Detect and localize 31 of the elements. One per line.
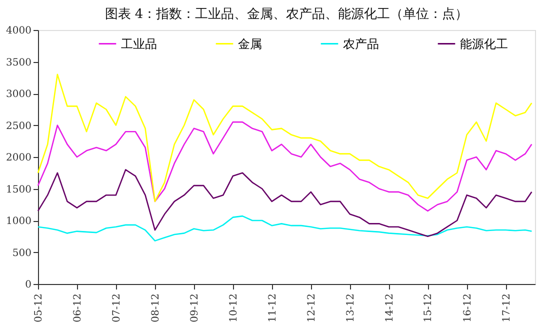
x-tick-label: 06-12 [72,294,84,322]
y-tick-label: 4000 [6,26,32,36]
x-tick-label: 11-12 [267,294,278,322]
x-tick-label: 13-12 [345,294,356,322]
line-series [37,215,532,242]
y-tick-label: 1000 [6,216,32,227]
x-tick-label: 16-12 [462,294,474,322]
legend-label: 工业品 [121,36,157,51]
x-tick-label: 05-12 [34,294,44,322]
x-tick-label: 14-12 [384,294,396,322]
y-tick-label: 500 [12,248,32,259]
y-tick-label: 2000 [6,152,32,164]
chart-title: 图表 4：指数：工业品、金属、农产品、能源化工（单位：点） [104,7,468,22]
y-tick-label: 3500 [6,57,32,68]
line-series [37,121,532,212]
legend-label: 能源化工 [460,36,508,51]
x-tick-label: 09-12 [189,294,200,322]
x-tick-label: 15-12 [423,294,434,322]
legend-label: 金属 [238,36,262,51]
y-tick-label: 1500 [6,184,32,196]
x-tick-label: 17-12 [501,294,512,322]
legend-label: 农产品 [343,36,379,51]
x-tick-label: 08-12 [150,294,162,322]
y-tick-label: 3000 [6,89,32,100]
x-tick-label: 07-12 [111,294,122,322]
y-tick-label: 2500 [6,120,32,132]
line-series [37,74,532,202]
line-series [37,169,532,238]
x-tick-label: 12-12 [306,294,318,322]
y-tick-label: 0 [25,280,32,290]
x-tick-label: 10-12 [228,294,240,322]
